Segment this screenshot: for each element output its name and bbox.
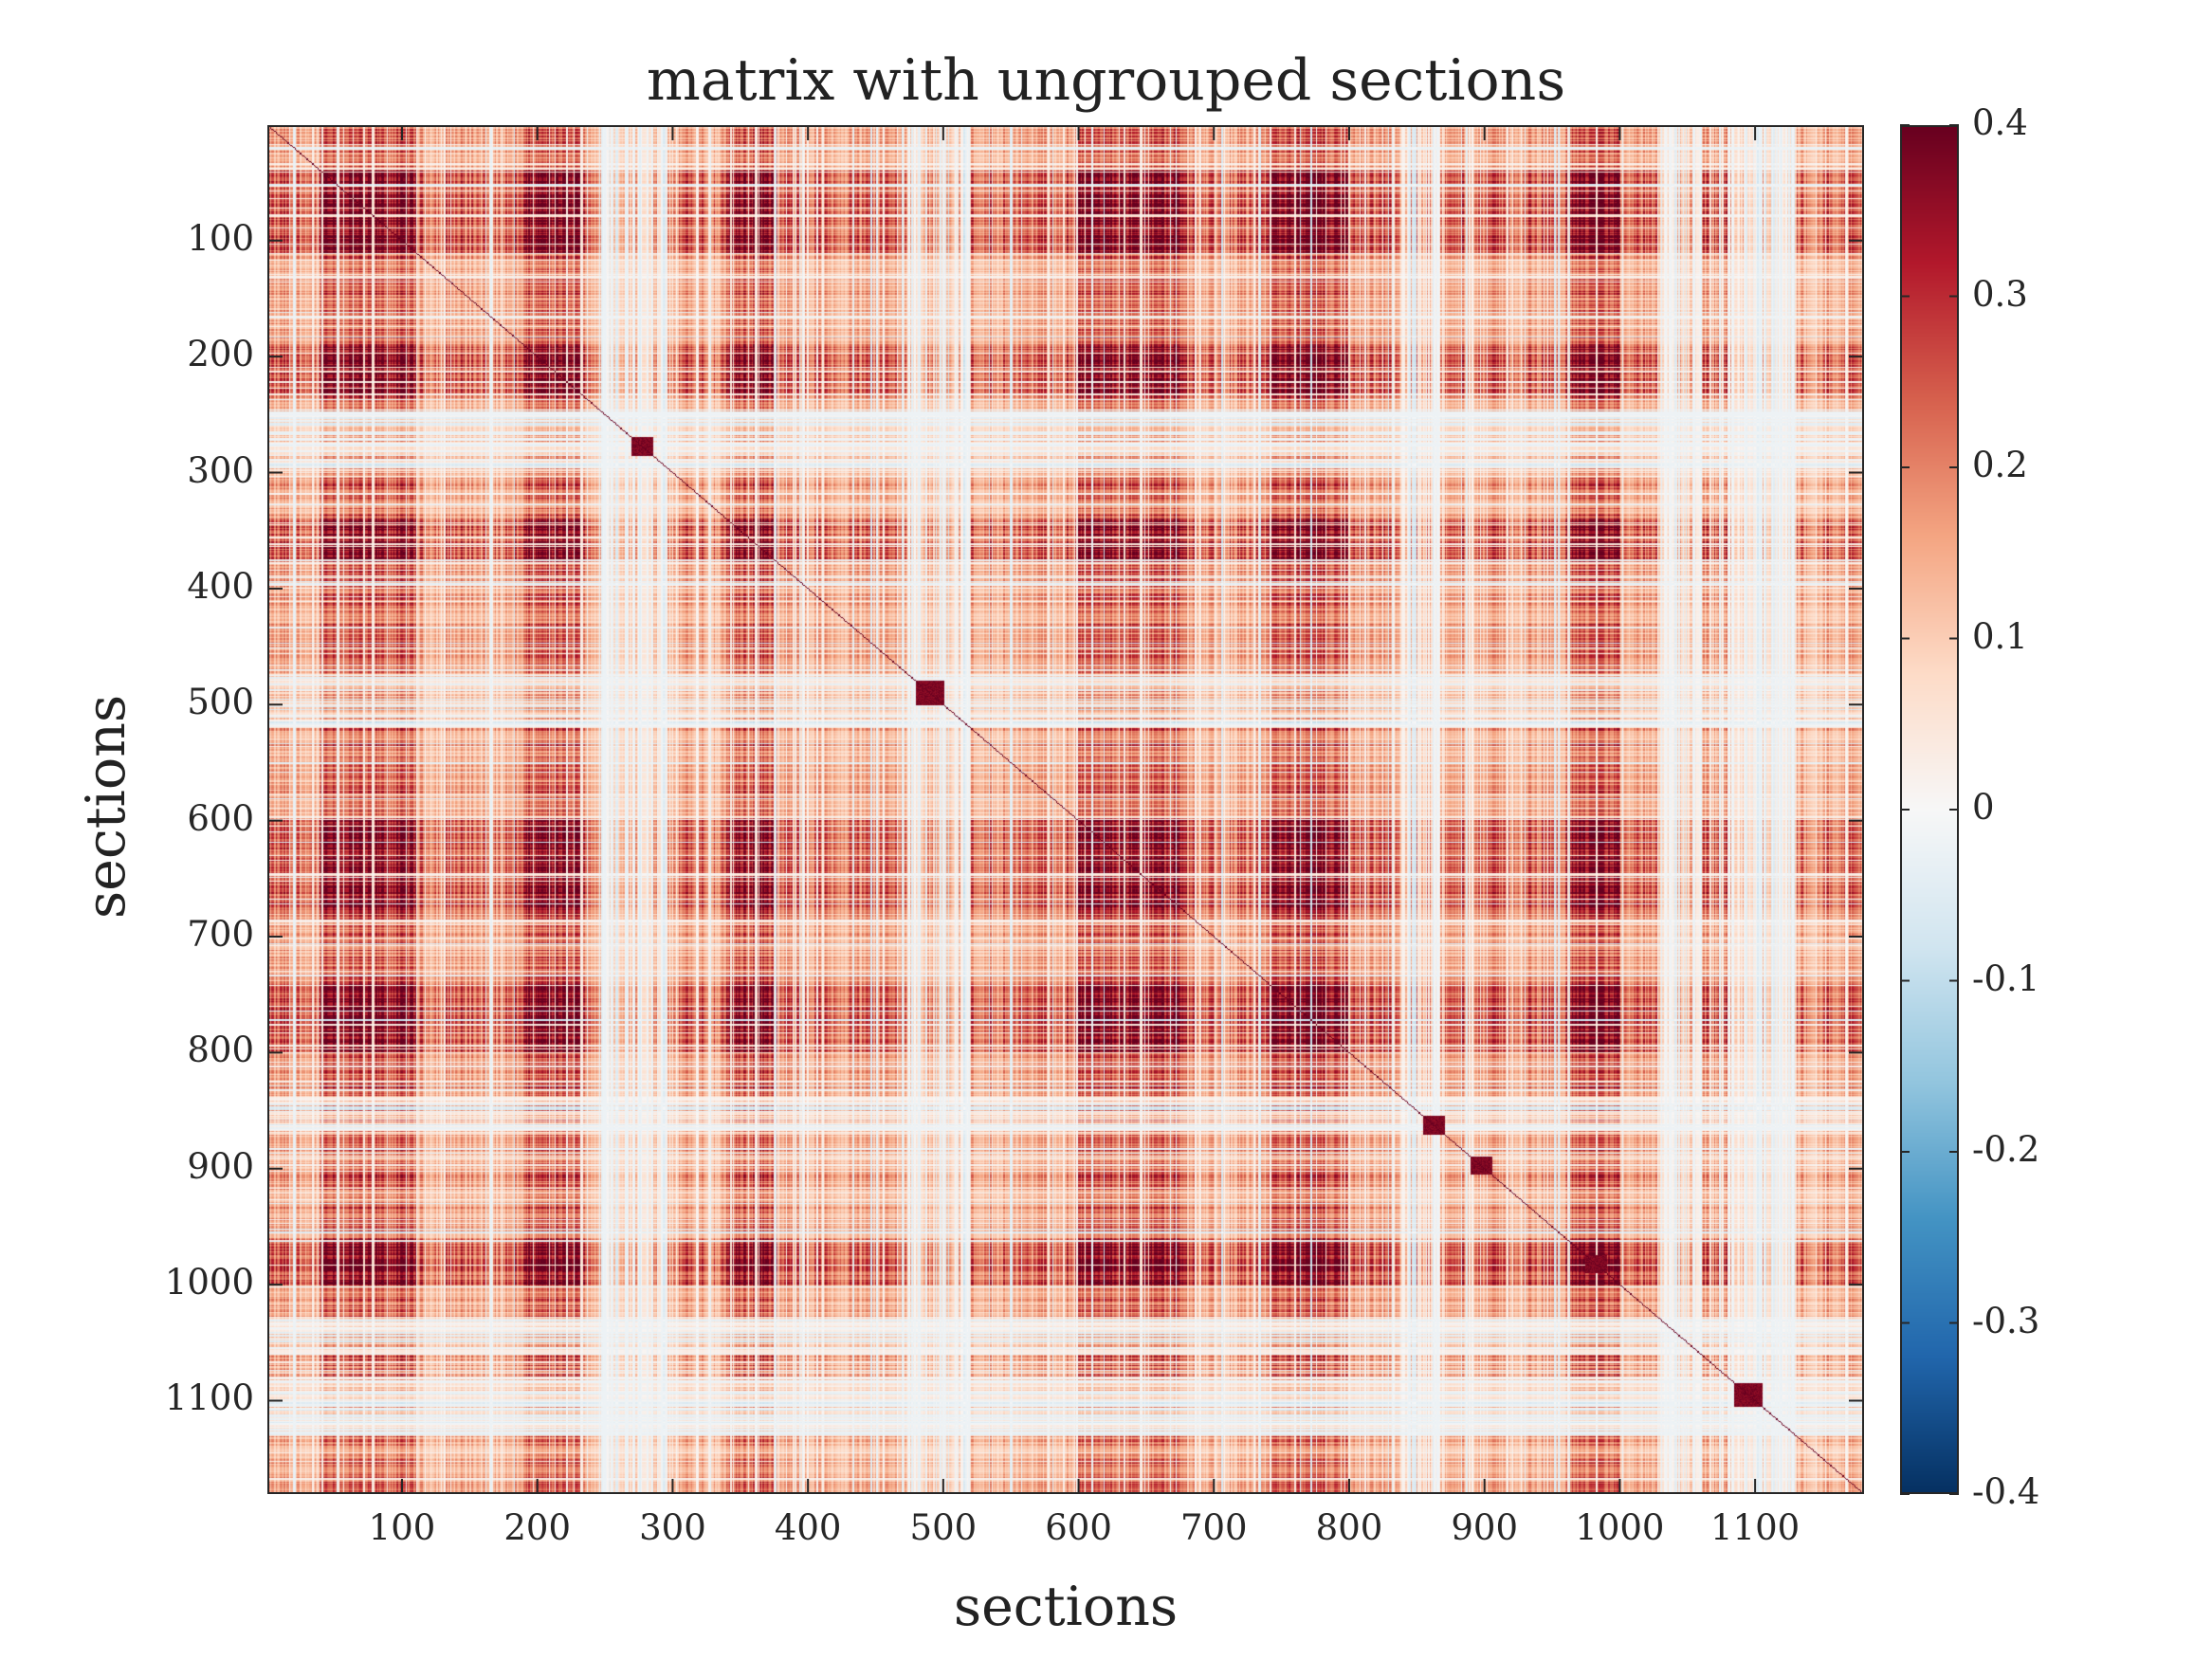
colorbar-tick-label: -0.1 — [1972, 958, 2039, 999]
y-tick-label: 100 — [64, 218, 254, 259]
colorbar-tick-label: -0.3 — [1972, 1301, 2039, 1341]
colorbar-tick-label: 0 — [1972, 787, 1995, 828]
y-axis-label: sections — [75, 695, 137, 919]
y-tick-label: 300 — [64, 450, 254, 491]
y-tick-label: 800 — [64, 1030, 254, 1070]
x-axis-label: sections — [267, 1576, 1864, 1638]
colorbar-tick-label: -0.4 — [1972, 1471, 2039, 1512]
y-tick-label: 400 — [64, 566, 254, 607]
y-tick-label: 200 — [64, 334, 254, 374]
colorbar-tick-label: -0.2 — [1972, 1129, 2039, 1170]
y-tick-label: 1100 — [64, 1377, 254, 1418]
colorbar-tick-label: 0.3 — [1972, 274, 2028, 315]
colorbar-tick-label: 0.2 — [1972, 445, 2028, 485]
colorbar-tick-label: 0.1 — [1972, 616, 2028, 657]
x-tick-label: 1100 — [1660, 1507, 1850, 1548]
colorbar-tick-label: 0.4 — [1972, 102, 2028, 143]
y-tick-label: 900 — [64, 1146, 254, 1187]
y-tick-label: 700 — [64, 914, 254, 955]
y-tick-label: 1000 — [64, 1262, 254, 1303]
